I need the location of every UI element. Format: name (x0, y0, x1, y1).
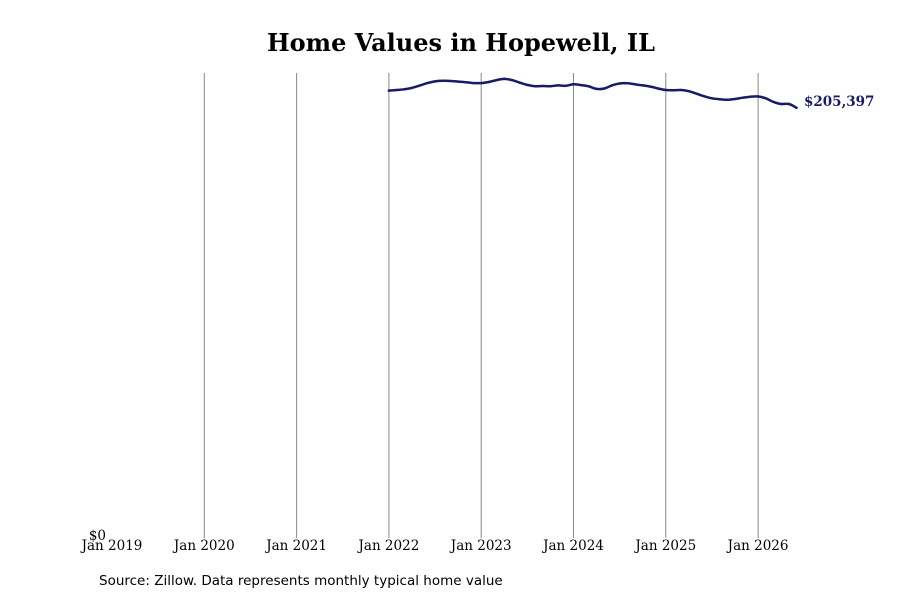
data-point (656, 87, 660, 90)
data-point (572, 83, 575, 86)
data-point (703, 95, 706, 98)
data-point (564, 84, 567, 87)
data-point (549, 84, 552, 88)
y-axis-ticks: $0 (89, 528, 106, 544)
data-point (464, 81, 468, 84)
data-point (456, 80, 460, 83)
data-point (449, 79, 452, 83)
gridlines (203, 73, 759, 538)
chart-title: Home Values in Hopewell, IL (267, 28, 655, 57)
data-point (672, 88, 675, 92)
data-point (710, 97, 714, 100)
home-value-line (387, 77, 798, 110)
data-point (418, 84, 421, 87)
data-point (510, 78, 514, 82)
data-point (387, 89, 391, 92)
data-point (726, 98, 729, 102)
data-point (579, 83, 583, 87)
y-tick-label: $0 (89, 528, 106, 544)
data-point (433, 80, 437, 83)
data-point (741, 96, 744, 99)
data-point (687, 90, 691, 93)
data-point (664, 88, 667, 92)
data-point (610, 84, 614, 87)
data-point (633, 83, 637, 86)
data-point (787, 102, 791, 106)
data-point (779, 102, 783, 106)
data-point (618, 82, 621, 85)
x-tick-label: Jan 2023 (449, 538, 512, 554)
data-point (472, 81, 475, 85)
data-point (503, 77, 506, 81)
data-point (426, 81, 429, 85)
data-point (403, 88, 406, 91)
data-point (603, 87, 606, 90)
data-point (487, 80, 491, 84)
data-point (641, 84, 644, 87)
x-tick-label: Jan 2026 (726, 538, 789, 554)
data-point (479, 81, 483, 85)
x-tick-label: Jan 2022 (356, 538, 419, 554)
latest-value-label: $205,397 (804, 94, 874, 110)
data-point (541, 84, 544, 88)
x-tick-label: Jan 2024 (541, 538, 604, 554)
series-layer (387, 77, 798, 110)
x-tick-label: Jan 2020 (172, 538, 235, 554)
x-tick-label: Jan 2019 (80, 538, 143, 554)
data-point (587, 85, 591, 88)
data-point (749, 95, 752, 98)
data-point (595, 87, 598, 91)
data-point (395, 88, 398, 92)
data-point (679, 88, 683, 92)
data-point (533, 84, 537, 88)
data-point (518, 81, 521, 84)
data-point (441, 79, 444, 82)
x-tick-label: Jan 2025 (633, 538, 696, 554)
source-note: Source: Zillow. Data represents monthly … (99, 573, 503, 589)
data-point (695, 92, 698, 95)
x-axis-ticks: Jan 2019 Jan 2020 Jan 2021 Jan 2022 Jan 2023… (80, 538, 789, 554)
data-point (410, 86, 414, 90)
data-point (526, 83, 529, 87)
data-point (718, 97, 721, 101)
data-point (626, 82, 629, 85)
data-point (649, 85, 652, 88)
data-point (756, 95, 760, 98)
data-point (795, 106, 798, 109)
data-point (495, 78, 498, 82)
data-point (733, 97, 737, 101)
data-point (556, 84, 560, 87)
x-tick-label: Jan 2021 (264, 538, 327, 554)
data-point (772, 100, 775, 104)
data-point (764, 97, 767, 100)
